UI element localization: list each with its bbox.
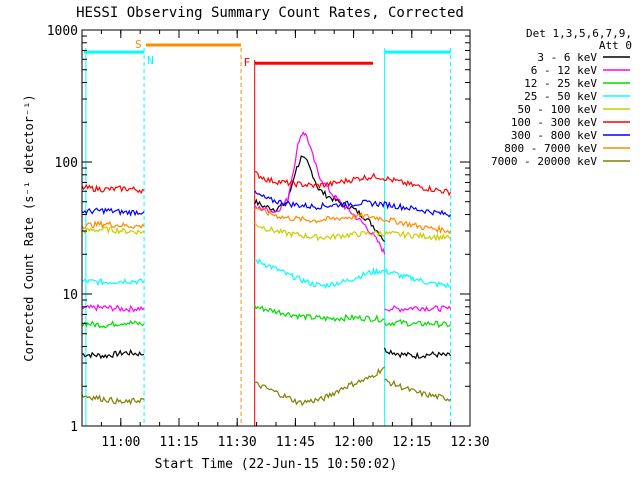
series-line-1-seg-0 xyxy=(81,303,145,313)
legend-header-line: Att 0 xyxy=(599,39,632,52)
series-line-3-seg-0 xyxy=(81,278,145,287)
series-line-7-seg-1 xyxy=(254,207,452,235)
x-tick-label: 11:00 xyxy=(101,435,140,450)
series-line-8-seg-0 xyxy=(81,394,145,406)
x-tick-label: 11:15 xyxy=(159,435,198,450)
x-axis: 11:00 11:15 11:30 11:45 12:00 12:15 12:30 xyxy=(81,30,490,450)
series-line-8-seg-2 xyxy=(384,378,452,402)
series-line-3-seg-1 xyxy=(254,258,451,290)
legend-label: 50 - 100 keV xyxy=(518,103,598,116)
series-line-4-seg-0 xyxy=(81,225,145,236)
x-axis-label: Start Time (22-Jun-15 10:50:02) xyxy=(155,457,398,472)
interval-label-F: F xyxy=(244,56,251,69)
y-axis-label: Corrected Count Rate (s⁻¹ detector⁻¹) xyxy=(22,94,36,361)
x-tick-label: 12:00 xyxy=(334,435,373,450)
series-line-0-seg-2 xyxy=(384,347,452,360)
series-line-2-seg-0 xyxy=(81,319,145,329)
series-line-8-seg-1 xyxy=(254,366,385,407)
interval-label-S: S xyxy=(135,38,142,51)
chart-title: HESSI Observing Summary Count Rates, Cor… xyxy=(76,5,464,21)
series-line-0-seg-0 xyxy=(81,348,145,360)
legend-label: 6 - 12 keV xyxy=(531,64,598,77)
legend-label: 100 - 300 keV xyxy=(511,116,597,129)
legend-label: 7000 - 20000 keV xyxy=(491,155,597,168)
series-line-4-seg-1 xyxy=(254,222,451,242)
marker-label-N: N xyxy=(147,54,154,67)
y-axis: 1 10 100 1000 xyxy=(47,24,470,435)
interval-bars: S F N xyxy=(83,38,451,69)
legend-header-line: Det 1,3,5,6,7,9, xyxy=(526,27,632,40)
legend-label: 3 - 6 keV xyxy=(537,51,597,64)
series-line-1-seg-2 xyxy=(384,305,452,313)
series-line-1-seg-1 xyxy=(254,131,386,255)
y-tick-label: 10 xyxy=(62,288,78,303)
legend-label: 12 - 25 keV xyxy=(524,77,597,90)
y-tick-label: 1 xyxy=(70,420,78,435)
series-line-7-seg-0 xyxy=(81,219,145,230)
legend-label: 25 - 50 keV xyxy=(524,90,597,103)
series-line-6-seg-0 xyxy=(81,207,145,217)
legend-label: 300 - 800 keV xyxy=(511,129,597,142)
series-lines xyxy=(81,131,452,407)
x-tick-label: 12:30 xyxy=(450,435,489,450)
y-tick-label: 100 xyxy=(55,156,78,171)
series-line-2-seg-2 xyxy=(384,318,451,329)
x-tick-label: 11:45 xyxy=(276,435,315,450)
legend-label: 800 - 7000 keV xyxy=(504,142,597,155)
series-line-6-seg-1 xyxy=(254,190,452,218)
series-line-5-seg-0 xyxy=(81,183,145,195)
y-tick-label: 1000 xyxy=(47,24,78,39)
x-tick-label: 12:15 xyxy=(392,435,431,450)
series-line-5-seg-1 xyxy=(254,171,452,197)
series-line-2-seg-1 xyxy=(254,304,385,323)
x-tick-label: 11:30 xyxy=(218,435,257,450)
